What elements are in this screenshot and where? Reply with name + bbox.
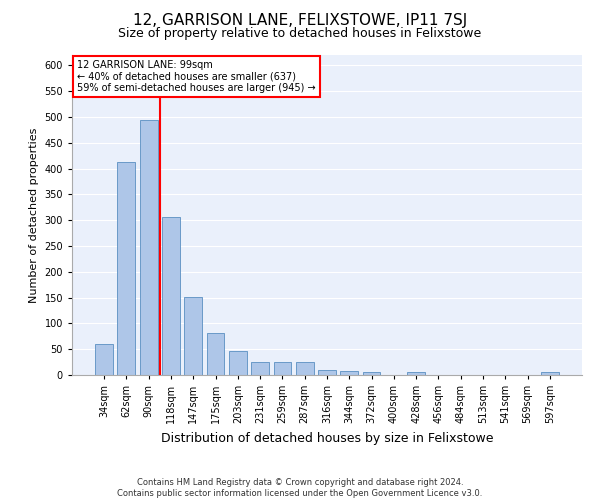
Text: Size of property relative to detached houses in Felixstowe: Size of property relative to detached ho… bbox=[118, 28, 482, 40]
Bar bbox=[541, 372, 559, 375]
Bar bbox=[140, 120, 158, 375]
Text: 12 GARRISON LANE: 99sqm
← 40% of detached houses are smaller (637)
59% of semi-d: 12 GARRISON LANE: 99sqm ← 40% of detache… bbox=[77, 60, 316, 93]
Bar bbox=[407, 372, 425, 375]
Bar bbox=[274, 362, 292, 375]
Text: 12, GARRISON LANE, FELIXSTOWE, IP11 7SJ: 12, GARRISON LANE, FELIXSTOWE, IP11 7SJ bbox=[133, 12, 467, 28]
Bar bbox=[340, 371, 358, 375]
Bar bbox=[296, 362, 314, 375]
Bar bbox=[362, 372, 380, 375]
Bar bbox=[118, 162, 136, 375]
Text: Contains HM Land Registry data © Crown copyright and database right 2024.
Contai: Contains HM Land Registry data © Crown c… bbox=[118, 478, 482, 498]
Bar bbox=[95, 344, 113, 375]
Bar bbox=[229, 352, 247, 375]
Bar bbox=[206, 332, 224, 375]
Bar bbox=[162, 216, 180, 375]
Bar bbox=[184, 296, 202, 375]
Bar bbox=[251, 362, 269, 375]
X-axis label: Distribution of detached houses by size in Felixstowe: Distribution of detached houses by size … bbox=[161, 432, 493, 444]
Bar bbox=[318, 370, 336, 375]
Y-axis label: Number of detached properties: Number of detached properties bbox=[29, 128, 39, 302]
